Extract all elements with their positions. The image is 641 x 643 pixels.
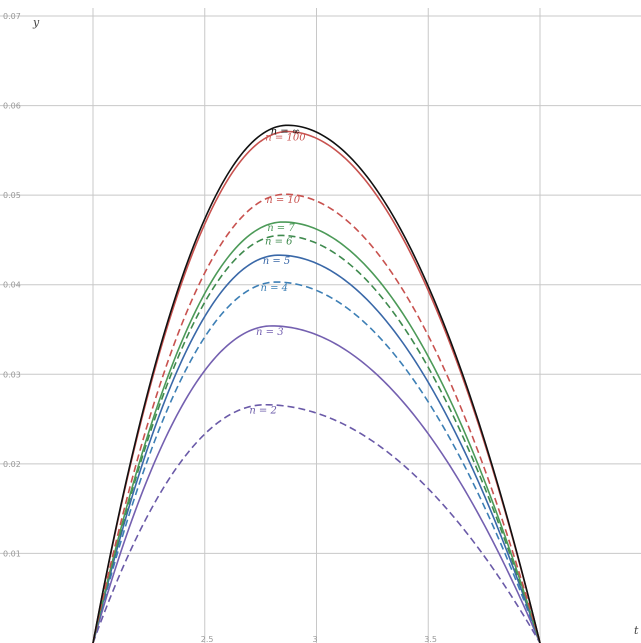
- y-tick-label: 0.04: [3, 281, 21, 290]
- series-label: n = 6: [265, 236, 293, 247]
- y-tick-label: 0.06: [3, 102, 21, 111]
- x-axis-label: t: [634, 624, 639, 637]
- curve-labels: n = 2 n = 3 n = 4 n = 5 n = 6 n = 7 n = 10 n = …: [249, 126, 306, 416]
- y-tick-label: 0.01: [3, 549, 21, 558]
- series-label: n = 100: [265, 133, 306, 144]
- y-tick-label: 0.02: [3, 460, 21, 469]
- series-label: n = 3: [256, 327, 284, 338]
- series-label: n = 2: [249, 406, 277, 417]
- y-tick-label: 0.03: [3, 370, 21, 379]
- y-axis-label: y: [32, 16, 40, 29]
- series-label: n = ∞: [271, 126, 301, 137]
- y-tick-label: 0.07: [3, 12, 21, 21]
- series-line: [92, 193, 541, 643]
- curves: [92, 124, 541, 643]
- series-line: [92, 124, 541, 643]
- tick-labels: 0.01 0.02 0.03 0.04 0.05 0.06 0.07 2.5 3 3.5: [3, 12, 437, 643]
- series-line: [92, 130, 541, 643]
- grid: [0, 8, 641, 643]
- x-tick-label: 3.5: [424, 635, 437, 643]
- series-label: n = 7: [267, 223, 295, 234]
- x-tick-label: 3: [313, 635, 318, 643]
- series-line: [92, 254, 541, 643]
- x-tick-label: 2.5: [201, 635, 214, 643]
- series-label: n = 4: [260, 283, 288, 294]
- series-line: [92, 221, 541, 643]
- series-label: n = 5: [263, 256, 291, 267]
- series-line: [92, 234, 541, 643]
- series-line: [92, 281, 541, 643]
- series-line: [92, 403, 541, 643]
- y-tick-label: 0.05: [3, 191, 21, 200]
- series-line: [92, 325, 541, 643]
- series-label: n = 10: [266, 195, 301, 206]
